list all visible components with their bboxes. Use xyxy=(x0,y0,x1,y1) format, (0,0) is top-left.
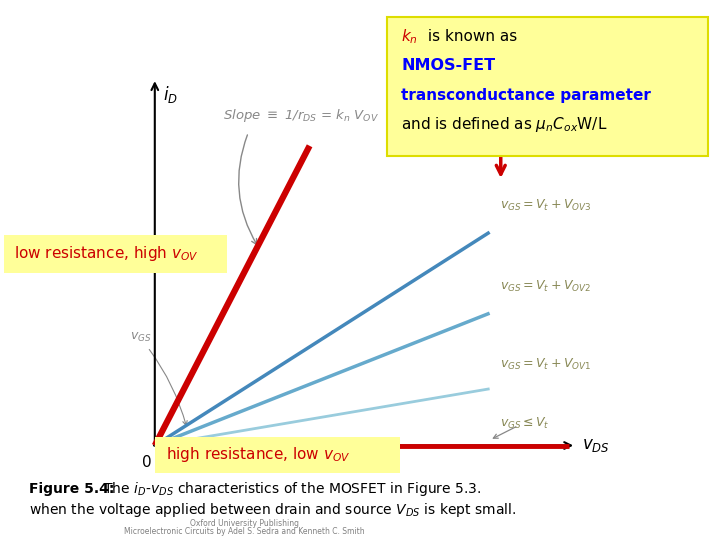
Text: Microelectronic Circuits by Adel S. Sedra and Kenneth C. Smith: Microelectronic Circuits by Adel S. Sedr… xyxy=(125,528,365,536)
Text: Oxford University Publishing: Oxford University Publishing xyxy=(190,519,300,528)
Text: is known as: is known as xyxy=(423,29,522,44)
Text: $v_{GS}$: $v_{GS}$ xyxy=(130,331,151,344)
Text: $v_{GS} = V_t + V_{OV1}$: $v_{GS} = V_t + V_{OV1}$ xyxy=(500,357,592,372)
Text: The $i_D$-$v_{DS}$ characteristics of the MOSFET in Figure 5.3.: The $i_D$-$v_{DS}$ characteristics of th… xyxy=(99,480,482,498)
Text: Figure 5.4:: Figure 5.4: xyxy=(29,482,114,496)
Text: $v_{DS}$: $v_{DS}$ xyxy=(582,436,610,455)
Text: $0$: $0$ xyxy=(141,454,151,470)
Text: low resistance, high $v_{OV}$: low resistance, high $v_{OV}$ xyxy=(14,244,199,264)
Text: and is defined as $\mu_n C_{ox}$W/L: and is defined as $\mu_n C_{ox}$W/L xyxy=(401,114,608,134)
Text: $v_{GS} = V_t + V_{OV2}$: $v_{GS} = V_t + V_{OV2}$ xyxy=(500,279,592,294)
Text: high resistance, low $v_{OV}$: high resistance, low $v_{OV}$ xyxy=(166,446,350,464)
Text: $v_{GS} = V_t + V_{OV3}$: $v_{GS} = V_t + V_{OV3}$ xyxy=(500,198,592,213)
Text: when the voltage applied between drain and source $V_{DS}$ is kept small.: when the voltage applied between drain a… xyxy=(29,501,516,519)
Text: NMOS-FET: NMOS-FET xyxy=(401,58,495,73)
Text: transconductance parameter: transconductance parameter xyxy=(401,87,651,103)
Text: $k_n$: $k_n$ xyxy=(401,28,418,46)
Text: $i_D$: $i_D$ xyxy=(163,84,179,105)
Text: $v_{GS} \leq V_t$: $v_{GS} \leq V_t$ xyxy=(500,416,550,431)
Text: Slope $\equiv$ 1/$r_{DS}$ = $k_n$ $V_{OV}$: Slope $\equiv$ 1/$r_{DS}$ = $k_n$ $V_{OV… xyxy=(223,107,379,124)
